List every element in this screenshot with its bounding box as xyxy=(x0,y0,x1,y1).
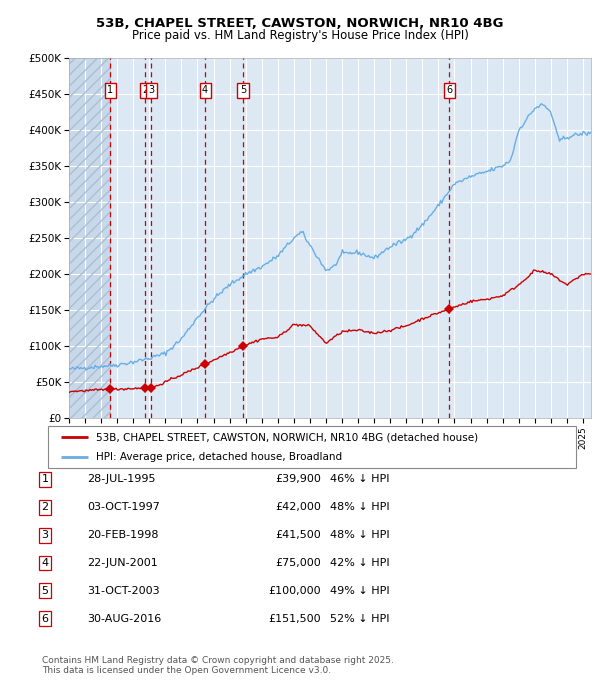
Text: £100,000: £100,000 xyxy=(268,586,321,596)
Text: 42% ↓ HPI: 42% ↓ HPI xyxy=(330,558,389,568)
Text: 4: 4 xyxy=(202,85,208,95)
Text: £75,000: £75,000 xyxy=(275,558,321,568)
Text: 53B, CHAPEL STREET, CAWSTON, NORWICH, NR10 4BG: 53B, CHAPEL STREET, CAWSTON, NORWICH, NR… xyxy=(96,17,504,30)
Text: Contains HM Land Registry data © Crown copyright and database right 2025.: Contains HM Land Registry data © Crown c… xyxy=(42,656,394,665)
Text: 3: 3 xyxy=(148,85,154,95)
Text: 22-JUN-2001: 22-JUN-2001 xyxy=(87,558,158,568)
Text: 1: 1 xyxy=(107,85,113,95)
Text: Price paid vs. HM Land Registry's House Price Index (HPI): Price paid vs. HM Land Registry's House … xyxy=(131,29,469,41)
Text: 6: 6 xyxy=(446,85,452,95)
Text: 48% ↓ HPI: 48% ↓ HPI xyxy=(330,530,389,540)
Text: 46% ↓ HPI: 46% ↓ HPI xyxy=(330,475,389,484)
Text: 49% ↓ HPI: 49% ↓ HPI xyxy=(330,586,389,596)
Text: 20-FEB-1998: 20-FEB-1998 xyxy=(87,530,158,540)
Text: 31-OCT-2003: 31-OCT-2003 xyxy=(87,586,160,596)
Text: 30-AUG-2016: 30-AUG-2016 xyxy=(87,614,161,624)
Text: 2: 2 xyxy=(41,503,49,512)
Text: 1: 1 xyxy=(41,475,49,484)
Text: 48% ↓ HPI: 48% ↓ HPI xyxy=(330,503,389,512)
Text: 6: 6 xyxy=(41,614,49,624)
Bar xyxy=(69,58,110,418)
Text: £39,900: £39,900 xyxy=(275,475,321,484)
Bar xyxy=(69,58,110,418)
Text: 53B, CHAPEL STREET, CAWSTON, NORWICH, NR10 4BG (detached house): 53B, CHAPEL STREET, CAWSTON, NORWICH, NR… xyxy=(95,432,478,442)
Text: £41,500: £41,500 xyxy=(275,530,321,540)
Text: 3: 3 xyxy=(41,530,49,540)
Text: 03-OCT-1997: 03-OCT-1997 xyxy=(87,503,160,512)
FancyBboxPatch shape xyxy=(48,426,576,468)
Text: 52% ↓ HPI: 52% ↓ HPI xyxy=(330,614,389,624)
Text: This data is licensed under the Open Government Licence v3.0.: This data is licensed under the Open Gov… xyxy=(42,666,331,675)
Text: 2: 2 xyxy=(142,85,148,95)
Text: HPI: Average price, detached house, Broadland: HPI: Average price, detached house, Broa… xyxy=(95,452,341,462)
Text: 5: 5 xyxy=(240,85,246,95)
Text: £151,500: £151,500 xyxy=(268,614,321,624)
Text: £42,000: £42,000 xyxy=(275,503,321,512)
Text: 5: 5 xyxy=(41,586,49,596)
Text: 4: 4 xyxy=(41,558,49,568)
Text: 28-JUL-1995: 28-JUL-1995 xyxy=(87,475,155,484)
